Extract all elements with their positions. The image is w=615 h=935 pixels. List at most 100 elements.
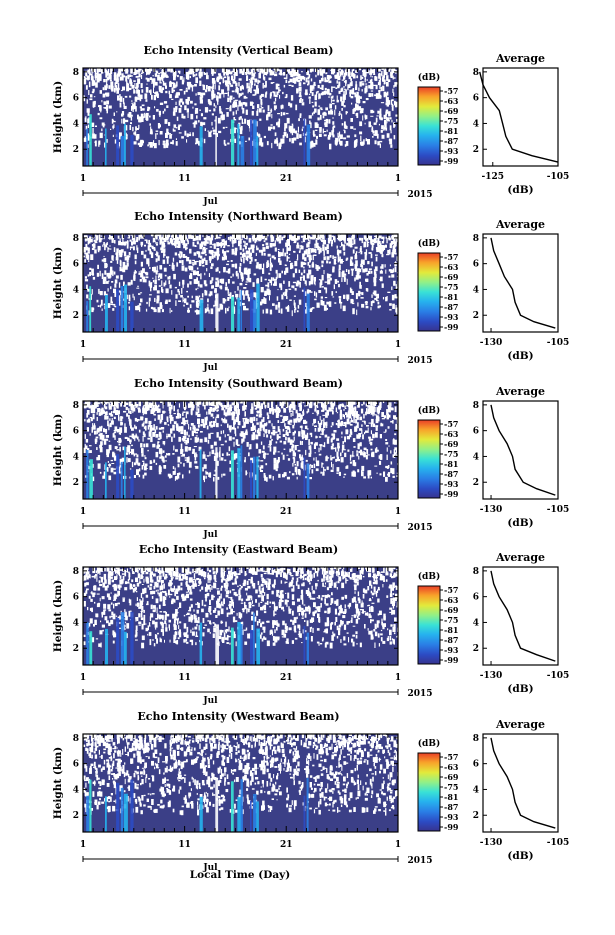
colorbar-tick-label: -99 — [444, 322, 459, 332]
colorbar-unit: (dB) — [418, 571, 440, 582]
profile-x-tick-label: -125 — [482, 172, 505, 182]
chart-title: Echo Intensity (Eastward Beam) — [139, 543, 338, 556]
panel-southward-beam: Echo Intensity (Southward Beam)2468Heigh… — [52, 377, 569, 540]
colorbar-tick-label: -69 — [444, 772, 459, 782]
month-label: Jul — [202, 530, 218, 540]
profile-y-tick-label: 4 — [473, 285, 479, 295]
x-tick-label: 11 — [178, 673, 191, 683]
profile-y-tick-label: 8 — [473, 567, 479, 577]
y-tick-label: 2 — [73, 311, 79, 321]
y-tick-label: 6 — [73, 260, 79, 270]
panel-vertical-beam: Echo Intensity (Vertical Beam)2468Height… — [52, 44, 569, 207]
profile-title: Average — [495, 718, 545, 731]
x-axis-label: Local Time (Day) — [190, 869, 290, 881]
profile-y-tick-label: 4 — [473, 119, 479, 129]
year-label: 2015 — [407, 190, 432, 200]
colorbar-tick-label: -75 — [444, 782, 458, 792]
x-tick-label: 1 — [395, 840, 401, 850]
profile-y-tick-label: 2 — [473, 811, 479, 821]
panel-eastward-beam: Echo Intensity (Eastward Beam)2468Height… — [52, 543, 569, 706]
y-tick-label: 6 — [73, 760, 79, 770]
y-tick-label: 2 — [73, 811, 79, 821]
chart-title: Echo Intensity (Northward Beam) — [134, 210, 343, 223]
colorbar — [418, 586, 440, 664]
colorbar-tick-label: -75 — [444, 116, 458, 126]
profile-frame — [483, 567, 558, 665]
colorbar-tick-label: -57 — [444, 585, 458, 595]
colorbar-tick-label: -69 — [444, 106, 459, 116]
chart-title: Echo Intensity (Vertical Beam) — [143, 44, 333, 57]
profile-y-tick-label: 8 — [473, 68, 479, 78]
colorbar-tick-label: -87 — [444, 469, 458, 479]
profile-y-tick-label: 2 — [473, 644, 479, 654]
colorbar-tick-label: -57 — [444, 86, 458, 96]
colorbar-tick-label: -63 — [444, 595, 459, 605]
profile-x-tick-label: -130 — [480, 505, 503, 515]
profile-y-tick-label: 6 — [473, 260, 479, 270]
x-tick-label: 1 — [395, 174, 401, 184]
chart-title: Echo Intensity (Southward Beam) — [134, 377, 343, 390]
colorbar — [418, 420, 440, 498]
y-tick-label: 4 — [73, 119, 79, 129]
x-tick-label: 1 — [395, 507, 401, 517]
colorbar-tick-label: -87 — [444, 802, 458, 812]
x-tick-label: 21 — [280, 340, 293, 350]
profile-y-tick-label: 8 — [473, 234, 479, 244]
x-tick-label: 1 — [80, 174, 86, 184]
x-tick-label: 11 — [178, 840, 191, 850]
colorbar-tick-label: -81 — [444, 792, 458, 802]
colorbar-tick-label: -87 — [444, 136, 458, 146]
profile-frame — [483, 734, 558, 832]
month-label: Jul — [202, 197, 218, 207]
profile-y-tick-label: 6 — [473, 94, 479, 104]
profile-x-tick-label: -105 — [547, 338, 570, 348]
profile-x-axis-label: (dB) — [507, 184, 533, 196]
profile-title: Average — [495, 52, 545, 65]
colorbar-tick-label: -63 — [444, 262, 459, 272]
x-tick-label: 1 — [395, 340, 401, 350]
profile-y-tick-label: 6 — [473, 760, 479, 770]
profile-x-tick-label: -105 — [547, 172, 570, 182]
colorbar-tick-label: -63 — [444, 429, 459, 439]
colorbar-tick-label: -57 — [444, 252, 458, 262]
x-tick-label: 11 — [178, 340, 191, 350]
y-tick-label: 4 — [73, 452, 79, 462]
y-tick-label: 8 — [73, 234, 79, 244]
colorbar-tick-label: -93 — [444, 312, 459, 322]
colorbar-tick-label: -69 — [444, 439, 459, 449]
colorbar-tick-label: -93 — [444, 645, 459, 655]
y-tick-label: 8 — [73, 567, 79, 577]
colorbar-unit: (dB) — [418, 238, 440, 249]
y-axis-label: Height (km) — [52, 247, 64, 319]
colorbar-tick-label: -81 — [444, 292, 458, 302]
colorbar-tick-label: -75 — [444, 449, 458, 459]
chart-title: Echo Intensity (Westward Beam) — [137, 710, 339, 723]
profile-y-tick-label: 6 — [473, 593, 479, 603]
colorbar-unit: (dB) — [418, 405, 440, 416]
profile-y-tick-label: 2 — [473, 145, 479, 155]
y-tick-label: 4 — [73, 785, 79, 795]
y-tick-label: 6 — [73, 94, 79, 104]
colorbar — [418, 87, 440, 165]
profile-y-tick-label: 4 — [473, 618, 479, 628]
profile-x-tick-label: -130 — [480, 671, 503, 681]
profile-x-axis-label: (dB) — [507, 350, 533, 362]
y-tick-label: 8 — [73, 401, 79, 411]
profile-y-tick-label: 2 — [473, 478, 479, 488]
x-tick-label: 1 — [80, 840, 86, 850]
colorbar-tick-label: -93 — [444, 812, 459, 822]
colorbar-tick-label: -93 — [444, 479, 459, 489]
colorbar — [418, 753, 440, 831]
x-tick-label: 1 — [80, 340, 86, 350]
profile-title: Average — [495, 218, 545, 231]
colorbar-tick-label: -69 — [444, 605, 459, 615]
x-tick-label: 21 — [280, 840, 293, 850]
panel-westward-beam: Echo Intensity (Westward Beam)2468Height… — [52, 710, 569, 873]
profile-x-tick-label: -130 — [480, 338, 503, 348]
colorbar-tick-label: -81 — [444, 126, 458, 136]
colorbar — [418, 253, 440, 331]
x-tick-label: 21 — [280, 673, 293, 683]
colorbar-tick-label: -87 — [444, 635, 458, 645]
profile-frame — [483, 234, 558, 332]
month-label: Jul — [202, 696, 218, 706]
